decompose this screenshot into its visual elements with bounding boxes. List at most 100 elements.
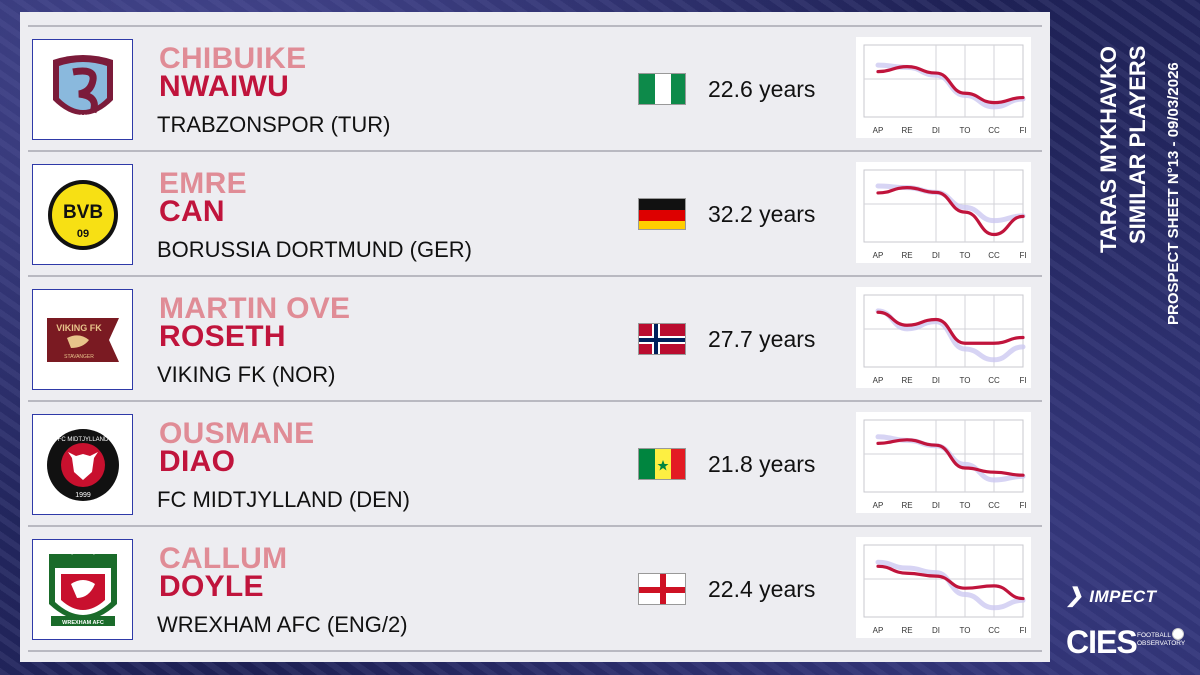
crest-year: 09 [76, 228, 88, 240]
x-tick-label: RE [901, 251, 912, 260]
title-line-1: TARAS MYKHAVKO [1096, 46, 1121, 253]
player-age: 27.7 years [708, 326, 816, 352]
x-tick-label: DI [932, 126, 940, 135]
profile-chart-svg: AP RE DI TO CC FI [863, 294, 1027, 385]
crest-text: BVB [62, 202, 102, 223]
x-tick-label: AP [873, 251, 884, 260]
club-logo-trabzonspor: 1967 [32, 39, 133, 140]
wrexham-crest-icon: WREXHAM AFC [48, 545, 117, 626]
chevron-icon: ❯ [1066, 585, 1084, 607]
player-last-name: DOYLE [159, 570, 264, 603]
crest-subtext: STAVANGER [64, 354, 94, 360]
player-first-name: OUSMANE [159, 417, 315, 450]
x-tick-label: TO [960, 501, 971, 510]
x-tick-label: DI [932, 251, 940, 260]
row-divider [28, 150, 1042, 152]
profile-chart: AP RE DI TO CC FI [856, 37, 1031, 138]
player-age: 32.2 years [708, 201, 816, 227]
player-row-can[interactable]: BVB 09 EMRE CAN BORUSSIA DORTMUND (GER) … [28, 150, 1042, 275]
senegal-flag-icon [638, 448, 686, 480]
chart-frame [863, 169, 1024, 243]
player-club: TRABZONSPOR (TUR) [157, 112, 391, 137]
profile-chart-svg: AP RE DI TO CC FI [863, 419, 1027, 510]
player-row-diao[interactable]: FC MIDTJYLLAND 1999 OUSMANE DIAO FC MIDT… [28, 400, 1042, 525]
cies-logo: CIES [1066, 624, 1138, 660]
crest-year: 1967 [76, 115, 90, 121]
germany-flag-icon [638, 198, 686, 230]
x-tick-label: RE [901, 626, 912, 635]
x-tick-label: AP [873, 376, 884, 385]
x-tick-label: CC [988, 376, 1000, 385]
reference-series-line [875, 308, 1026, 363]
x-tick-label: FI [1019, 626, 1026, 635]
player-first-name: MARTIN OVE [159, 292, 351, 325]
row-divider [28, 275, 1042, 277]
nigeria-flag-icon [638, 73, 686, 105]
x-tick-label: TO [960, 626, 971, 635]
norway-flag-icon [638, 323, 686, 355]
chart-frame [863, 294, 1024, 368]
x-tick-label: AP [873, 501, 884, 510]
x-tick-label: DI [932, 626, 940, 635]
player-club: WREXHAM AFC (ENG/2) [157, 612, 408, 637]
football-icon [1172, 628, 1184, 640]
x-tick-label: CC [988, 626, 1000, 635]
player-series-line [876, 310, 1025, 345]
club-logo-viking: VIKING FK STAVANGER [32, 289, 133, 390]
x-tick-label: RE [901, 376, 912, 385]
x-tick-label: FI [1019, 376, 1026, 385]
profile-chart-svg: AP RE DI TO CC FI [863, 544, 1027, 635]
title-subtitle: PROSPECT SHEET N°13 - 09/03/2026 [1165, 62, 1182, 325]
player-age: 22.6 years [708, 76, 816, 102]
player-age: 21.8 years [708, 451, 816, 477]
crest-text: VIKING FK [56, 323, 102, 333]
x-tick-label: AP [873, 626, 884, 635]
chart-frame [863, 419, 1024, 493]
player-club: VIKING FK (NOR) [157, 362, 336, 387]
player-row-doyle[interactable]: WREXHAM AFC CALLUM DOYLE WREXHAM AFC (EN… [28, 525, 1042, 650]
x-tick-label: FI [1019, 501, 1026, 510]
profile-chart: AP RE DI TO CC FI [856, 412, 1031, 513]
profile-chart: AP RE DI TO CC FI [856, 287, 1031, 388]
cies-logo-subtitle: FOOTBALL OBSERVATORY [1137, 632, 1186, 647]
player-row-roseth[interactable]: VIKING FK STAVANGER MARTIN OVE ROSETH VI… [28, 275, 1042, 400]
x-tick-label: DI [932, 376, 940, 385]
impact-logo: ❯ IMPECT [1066, 585, 1157, 607]
player-last-name: NWAIWU [159, 70, 290, 103]
chart-frame [863, 544, 1024, 618]
player-first-name: EMRE [159, 167, 247, 200]
x-tick-label: TO [960, 126, 971, 135]
midtjylland-crest-icon: FC MIDTJYLLAND 1999 [46, 428, 119, 501]
player-row-nwaiwu[interactable]: 1967 CHIBUIKE NWAIWU TRABZONSPOR (TUR) 2… [28, 25, 1042, 150]
x-tick-label: TO [960, 251, 971, 260]
x-tick-label: TO [960, 376, 971, 385]
profile-chart-svg: AP RE DI TO CC FI [863, 44, 1027, 135]
chart-frame [863, 44, 1024, 118]
row-divider [28, 650, 1042, 652]
title-line-2: SIMILAR PLAYERS [1125, 45, 1150, 244]
x-tick-label: DI [932, 501, 940, 510]
player-series-line [876, 64, 1025, 105]
crest-year: 1999 [75, 492, 91, 499]
profile-chart: AP RE DI TO CC FI [856, 162, 1031, 263]
club-logo-wrexham: WREXHAM AFC [32, 539, 133, 640]
x-tick-label: FI [1019, 251, 1026, 260]
player-series-line [876, 185, 1025, 237]
x-tick-label: CC [988, 251, 1000, 260]
x-tick-label: AP [873, 126, 884, 135]
row-divider [28, 400, 1042, 402]
club-logo-midtjylland: FC MIDTJYLLAND 1999 [32, 414, 133, 515]
crest-text: FC MIDTJYLLAND [57, 437, 108, 443]
player-last-name: DIAO [159, 445, 236, 478]
x-tick-label: CC [988, 501, 1000, 510]
x-tick-label: CC [988, 126, 1000, 135]
row-divider [28, 25, 1042, 27]
x-tick-label: RE [901, 501, 912, 510]
player-first-name: CHIBUIKE [159, 42, 307, 75]
bvb-crest-icon: BVB 09 [47, 179, 118, 250]
viking-crest-icon: VIKING FK STAVANGER [46, 317, 119, 362]
row-divider [28, 525, 1042, 527]
profile-chart-svg: AP RE DI TO CC FI [863, 169, 1027, 260]
x-tick-label: RE [901, 126, 912, 135]
player-club: BORUSSIA DORTMUND (GER) [157, 237, 472, 262]
